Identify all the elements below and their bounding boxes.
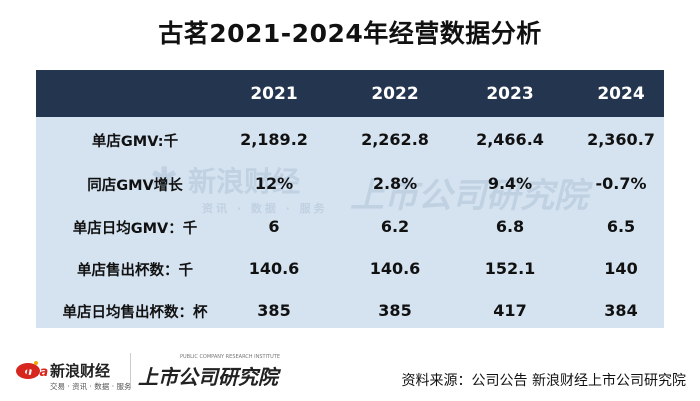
col-header-2024: 2024	[597, 84, 645, 104]
row-label: 单店售出杯数：千	[77, 263, 193, 279]
row-label: 单店GMV:千	[91, 134, 179, 150]
page-title: 古茗2021-2024年经营数据分析	[158, 19, 542, 48]
table-cell: 417	[493, 301, 527, 320]
source-note: 资料来源：公司公告 新浪财经上市公司研究院	[401, 373, 686, 389]
row-label: 单店日均GMV：千	[72, 221, 198, 237]
col-header-2022: 2022	[371, 84, 419, 104]
table-cell: 140.6	[369, 259, 421, 278]
table-cell: 6.8	[495, 217, 525, 236]
table-cell: 6	[268, 217, 280, 236]
table-cell: 140.6	[248, 259, 300, 278]
table-cell: 2,360.7	[587, 130, 655, 149]
sina-eye-icon	[16, 361, 40, 379]
table-cell: 6.5	[606, 217, 636, 236]
sina-finance-logo: sina 新浪财经 交易 · 资讯 · 数据 · 服务	[14, 355, 131, 395]
table-cell: 2,262.8	[361, 130, 429, 149]
table-cell: 12%	[254, 174, 294, 193]
table-cell: 9.4%	[487, 174, 533, 193]
table-cell: 2.8%	[372, 174, 418, 193]
table-header	[36, 70, 664, 117]
table-cell: 385	[378, 301, 412, 320]
table-cell: 2,189.2	[240, 130, 308, 149]
row-label: 单店日均售出杯数：杯	[62, 305, 208, 321]
table-cell: -0.7%	[595, 174, 647, 193]
col-header-2023: 2023	[486, 84, 534, 104]
table-cell: 6.2	[380, 217, 410, 236]
table-cell: 152.1	[484, 259, 536, 278]
row-label: 同店GMV增长	[87, 178, 183, 194]
table-cell: 140	[604, 259, 638, 278]
table-cell: 384	[604, 301, 638, 320]
footer	[0, 334, 700, 401]
table-cell: 2,466.4	[476, 130, 544, 149]
table-cell: 385	[257, 301, 291, 320]
col-header-2021: 2021	[250, 84, 298, 104]
